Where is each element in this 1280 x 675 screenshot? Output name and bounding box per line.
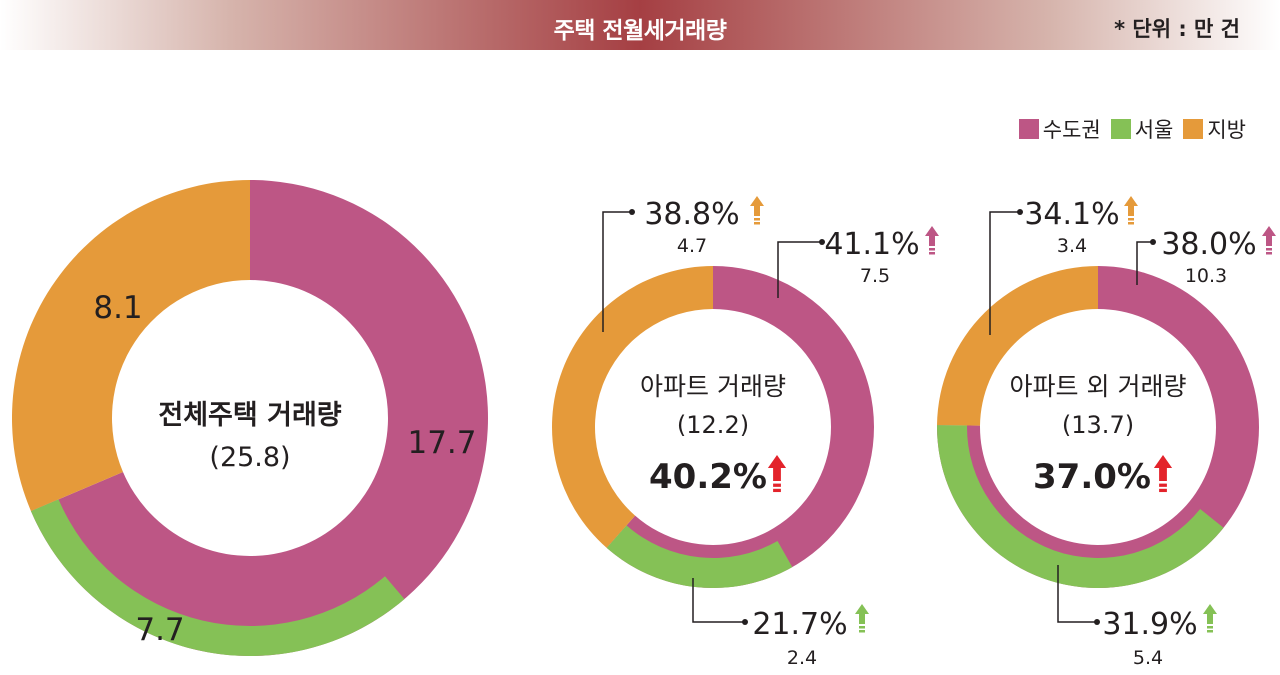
legend-swatch-seoul	[1110, 119, 1131, 139]
chart2-metro-up-arrow	[1262, 226, 1276, 246]
chart2-local-dot	[1017, 209, 1023, 215]
legend-label-metro: 수도권	[1042, 118, 1101, 142]
chart1-metro-up-arrow	[925, 226, 939, 246]
chart2-seoul-change: 31.9%	[1102, 607, 1197, 642]
legend-item-metro: 수도권	[1018, 114, 1101, 144]
up-arrows	[750, 196, 1276, 633]
chart0-seoul-value: 7.7	[135, 612, 184, 648]
chart1-seoul-value: 2.4	[787, 647, 817, 669]
chart0-metro-slice	[30, 180, 488, 656]
chart0-seoul-slice	[30, 499, 405, 656]
chart1-local-up-arrow	[750, 196, 764, 216]
legend-swatch-metro	[1018, 119, 1039, 139]
chart2-title: 아파트 외 거래량	[1010, 372, 1187, 401]
chart2-local-up-arrow-dash	[1128, 218, 1134, 221]
chart2-total-up-arrow	[1153, 455, 1173, 481]
legend-item-local: 지방	[1183, 114, 1246, 144]
chart2-local-leader	[989, 211, 1020, 335]
chart0-local-slice	[11, 180, 250, 512]
legend: 수도권 서울 지방	[1009, 114, 1246, 144]
page-title: 주택 전월세거래량	[553, 18, 727, 44]
chart2-seoul-slice	[937, 425, 1224, 589]
chart2-metro-change: 38.0%	[1161, 227, 1256, 262]
chart1-total: (12.2)	[677, 411, 749, 439]
legend-label-local: 지방	[1207, 118, 1246, 142]
chart1-local-up-arrow-dash	[754, 218, 760, 221]
legend-swatch-local	[1183, 119, 1204, 139]
chart2-metro-leader	[1136, 241, 1153, 285]
chart-non-apartment	[937, 266, 1259, 589]
chart1-seoul-up-arrow	[855, 604, 869, 624]
chart0-local-value: 8.1	[93, 290, 142, 326]
chart2-metro-dot	[1150, 239, 1156, 245]
legend-item-seoul: 서울	[1110, 114, 1174, 144]
chart2-metro-up-arrow-dash	[1266, 252, 1272, 255]
chart1-total-up-arrow-dash	[773, 488, 781, 493]
chart1-metro-dot	[819, 239, 825, 245]
chart1-seoul-slice	[606, 525, 793, 588]
chart2-seoul-up-arrow-dash	[1207, 630, 1213, 633]
chart1-seoul-up-arrow-dash	[859, 626, 865, 629]
chart2-seoul-dot	[1094, 619, 1100, 625]
legend-label-seoul: 서울	[1134, 118, 1174, 142]
chart1-seoul-up-arrow-dash	[859, 630, 865, 633]
chart1-seoul-dot	[742, 619, 748, 625]
chart2-change: 37.0%	[1033, 457, 1151, 497]
chart-total-housing	[11, 180, 488, 656]
title-bar: 주택 전월세거래량 * 단위 : 만 건	[0, 0, 1280, 50]
chart1-total-up-arrow-dash	[773, 483, 781, 487]
chart1-metro-leader	[777, 241, 822, 298]
chart2-seoul-leader	[1057, 565, 1097, 623]
chart2-local-up-arrow-dash	[1128, 222, 1134, 225]
chart2-metro-value: 10.3	[1185, 265, 1227, 287]
chart1-seoul-leader	[692, 578, 745, 623]
chart1-local-dot	[629, 209, 635, 215]
chart2-seoul-up-arrow-dash	[1207, 626, 1213, 629]
chart2-local-up-arrow	[1124, 196, 1138, 216]
chart1-local-leader	[602, 211, 632, 332]
chart1-metro-up-arrow-dash	[929, 248, 935, 251]
chart2-metro-up-arrow-dash	[1266, 248, 1272, 251]
chart2-total-up-arrow-dash	[1159, 483, 1167, 487]
chart2-total-up-arrow-dash	[1159, 488, 1167, 493]
chart1-metro-up-arrow-dash	[929, 252, 935, 255]
chart1-local-value: 4.7	[677, 235, 707, 257]
chart2-seoul-value: 5.4	[1133, 647, 1163, 669]
chart1-local-up-arrow-dash	[754, 222, 760, 225]
chart0-total: (25.8)	[209, 442, 290, 473]
chart1-metro-value: 7.5	[860, 265, 890, 287]
chart2-local-change: 34.1%	[1024, 197, 1119, 232]
chart1-metro-slice	[606, 266, 874, 588]
chart2-local-slice	[937, 266, 1098, 426]
unit-note: * 단위 : 만 건	[1114, 17, 1240, 41]
chart0-metro-value: 17.7	[407, 425, 476, 461]
chart0-title: 전체주택 거래량	[158, 400, 341, 431]
chart1-metro-change: 41.1%	[824, 227, 919, 262]
chart-apartment	[552, 266, 874, 588]
chart1-seoul-change: 21.7%	[752, 607, 847, 642]
chart1-title: 아파트 거래량	[640, 372, 786, 401]
chart2-local-value: 3.4	[1057, 235, 1087, 257]
chart1-local-change: 38.8%	[644, 197, 739, 232]
chart2-seoul-up-arrow	[1203, 604, 1217, 624]
chart2-total: (13.7)	[1062, 411, 1134, 439]
chart1-local-slice	[552, 266, 713, 548]
chart1-total-up-arrow	[767, 455, 787, 481]
chart1-change: 40.2%	[649, 457, 767, 497]
